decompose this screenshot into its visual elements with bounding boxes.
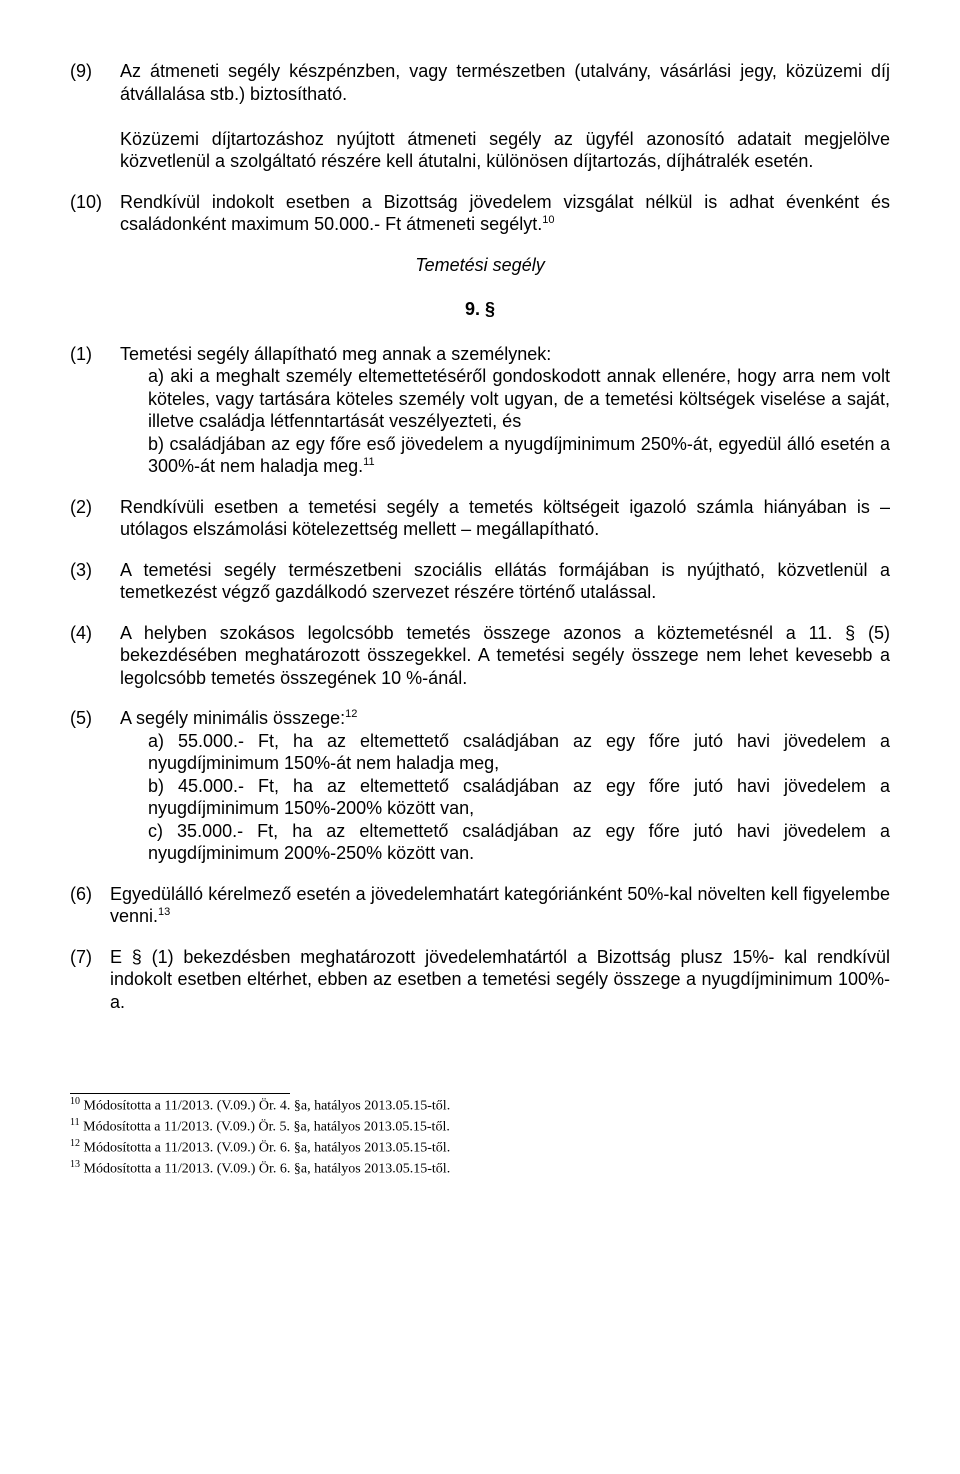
para-body: Temetési segély állapítható meg annak a … [120, 343, 890, 478]
paragraph-3: (3) A temetési segély természetbeni szoc… [70, 559, 890, 604]
footnote-text: Módosította a 11/2013. (V.09.) Ör. 6. §a… [80, 1141, 450, 1156]
footnote-number: 12 [70, 1138, 80, 1149]
paragraph-6: (6) Egyedülálló kérelmező esetén a jöved… [70, 883, 890, 928]
para-body: Rendkívüli esetben a temetési segély a t… [120, 496, 890, 541]
paragraph-2: (2) Rendkívüli esetben a temetési segély… [70, 496, 890, 541]
footnote-number: 10 [70, 1096, 80, 1107]
para-number: (10) [70, 191, 120, 236]
footnote-separator [70, 1093, 290, 1094]
footnote-text: Módosította a 11/2013. (V.09.) Ör. 6. §a… [80, 1162, 450, 1177]
sub-item-a: a) 55.000.- Ft, ha az eltemettető család… [148, 730, 890, 775]
footnote-number: 13 [70, 1159, 80, 1170]
paragraph-9: (9) Az átmeneti segély készpénzben, vagy… [70, 60, 890, 173]
para-number: (2) [70, 496, 120, 541]
footnote-text: Módosította a 11/2013. (V.09.) Ör. 4. §a… [80, 1099, 450, 1114]
section-number: 9. § [70, 298, 890, 321]
footnote-ref: 13 [158, 906, 170, 918]
sub-item-b: b) családjában az egy főre eső jövedelem… [148, 433, 890, 478]
para-body: E § (1) bekezdésben meghatározott jövede… [110, 946, 890, 1014]
footnote-ref: 12 [345, 708, 357, 720]
footnote-ref: 11 [363, 456, 374, 468]
sub-item-c: c) 35.000.- Ft, ha az eltemettető család… [148, 820, 890, 865]
footnote-12: 12 Módosította a 11/2013. (V.09.) Ör. 6.… [70, 1138, 890, 1157]
para-number: (6) [70, 883, 110, 928]
para-number: (7) [70, 946, 110, 1014]
para-intro: Temetési segély állapítható meg annak a … [120, 343, 890, 366]
section-title: Temetési segély [70, 254, 890, 277]
footnote-10: 10 Módosította a 11/2013. (V.09.) Ör. 4.… [70, 1096, 890, 1115]
paragraph-1: (1) Temetési segély állapítható meg anna… [70, 343, 890, 478]
paragraph-4: (4) A helyben szokásos legolcsóbb temeté… [70, 622, 890, 690]
para-number: (3) [70, 559, 120, 604]
para-body: A segély minimális összege:12 a) 55.000.… [120, 707, 890, 865]
footnote-13: 13 Módosította a 11/2013. (V.09.) Ör. 6.… [70, 1159, 890, 1178]
footnote-ref: 10 [542, 214, 554, 226]
para-text: Közüzemi díjtartozáshoz nyújtott átmenet… [120, 129, 890, 172]
para-number: (5) [70, 707, 120, 865]
paragraph-5: (5) A segély minimális összege:12 a) 55.… [70, 707, 890, 865]
para-body: Rendkívül indokolt esetben a Bizottság j… [120, 191, 890, 236]
para-body: Egyedülálló kérelmező esetén a jövedelem… [110, 883, 890, 928]
footnote-number: 11 [70, 1117, 80, 1128]
para-body: A helyben szokásos legolcsóbb temetés ös… [120, 622, 890, 690]
para-number: (9) [70, 60, 120, 173]
para-body: A temetési segély természetbeni szociáli… [120, 559, 890, 604]
para-number: (1) [70, 343, 120, 478]
para-number: (4) [70, 622, 120, 690]
paragraph-7: (7) E § (1) bekezdésben meghatározott jö… [70, 946, 890, 1014]
para-text: Egyedülálló kérelmező esetén a jövedelem… [110, 884, 890, 927]
sub-item-b: b) 45.000.- Ft, ha az eltemettető család… [148, 775, 890, 820]
sub-item-a: a) aki a meghalt személy eltemettetésérő… [148, 365, 890, 433]
para-intro: A segély minimális összege: [120, 708, 345, 728]
para-text: Rendkívül indokolt esetben a Bizottság j… [120, 192, 890, 235]
paragraph-10: (10) Rendkívül indokolt esetben a Bizott… [70, 191, 890, 236]
para-text: Az átmeneti segély készpénzben, vagy ter… [120, 61, 890, 104]
footnote-text: Módosította a 11/2013. (V.09.) Ör. 5. §a… [80, 1120, 450, 1135]
para-body: Az átmeneti segély készpénzben, vagy ter… [120, 60, 890, 173]
footnote-11: 11 Módosította a 11/2013. (V.09.) Ör. 5.… [70, 1117, 890, 1136]
sub-item-text: b) családjában az egy főre eső jövedelem… [148, 434, 890, 477]
